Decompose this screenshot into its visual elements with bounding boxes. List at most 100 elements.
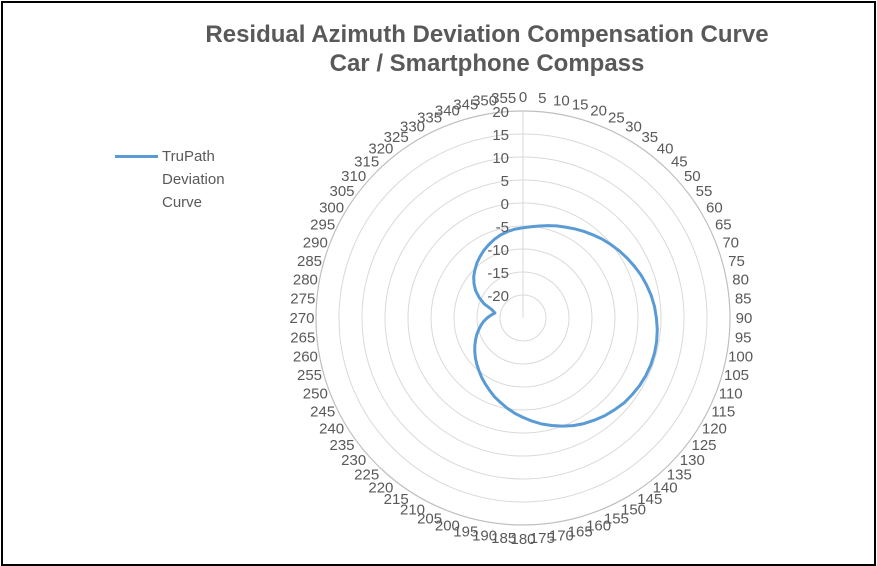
- radial-tick-label: 0: [501, 196, 509, 213]
- data-point: [521, 416, 525, 419]
- data-point: [485, 316, 489, 320]
- category-label: 250: [303, 386, 328, 403]
- data-point: [591, 233, 594, 236]
- category-label: 10: [553, 92, 570, 109]
- data-point: [600, 237, 604, 241]
- data-point: [546, 224, 549, 227]
- category-label: 110: [719, 386, 743, 403]
- category-label: 345: [453, 97, 478, 114]
- radial-tick-label: -10: [487, 242, 509, 259]
- category-label: 15: [572, 97, 589, 114]
- category-label: 215: [384, 491, 409, 508]
- data-point: [493, 311, 497, 315]
- legend-label-line: TruPath: [162, 148, 215, 165]
- category-label: 100: [728, 348, 753, 365]
- category-label: 285: [297, 253, 322, 270]
- category-label: 340: [435, 102, 460, 119]
- legend-label-line: Curve: [162, 194, 203, 211]
- data-point: [639, 273, 643, 277]
- data-point: [582, 230, 585, 233]
- category-label: 165: [568, 524, 593, 541]
- category-label: 280: [293, 272, 318, 289]
- category-label: 135: [667, 466, 692, 483]
- category-label: 205: [417, 510, 442, 527]
- category-label: 145: [637, 491, 662, 508]
- legend-swatch: [115, 155, 158, 158]
- category-label: 45: [671, 154, 688, 171]
- category-label: 0: [519, 89, 527, 106]
- data-point: [473, 344, 476, 347]
- data-point: [609, 243, 612, 246]
- chart-title: Residual Azimuth Deviation Compensation …: [0, 20, 877, 78]
- data-point: [538, 224, 541, 228]
- data-point: [540, 422, 543, 426]
- data-point: [477, 328, 480, 332]
- radial-tick-label: 20: [492, 104, 509, 121]
- data-point: [564, 225, 567, 229]
- data-point: [593, 418, 596, 422]
- radial-tick-label: 10: [492, 150, 509, 167]
- data-point: [482, 249, 486, 252]
- category-label: 30: [625, 119, 642, 136]
- radial-tick-label: -20: [487, 288, 509, 305]
- category-label: 90: [736, 310, 753, 327]
- category-label: 75: [728, 253, 745, 270]
- category-label: 20: [590, 102, 607, 119]
- category-label: 330: [400, 119, 425, 136]
- data-point: [490, 308, 494, 311]
- data-point: [555, 224, 558, 228]
- category-label: 275: [290, 291, 315, 308]
- series-layer: [472, 224, 659, 428]
- data-point: [653, 352, 656, 355]
- data-point: [521, 226, 525, 229]
- category-label: 265: [290, 329, 315, 346]
- data-point: [493, 238, 496, 241]
- category-label: 355: [491, 90, 516, 107]
- data-point: [489, 314, 493, 317]
- category-label: 70: [722, 234, 739, 251]
- data-point: [655, 340, 658, 343]
- category-label: 240: [319, 421, 344, 438]
- data-point: [603, 414, 607, 417]
- category-label: 225: [354, 466, 379, 483]
- chart-title-line-2: Car / Smartphone Compass: [329, 50, 645, 77]
- legend-label: TruPath Deviation Curve: [162, 145, 252, 214]
- category-label: 80: [732, 272, 749, 289]
- data-point: [572, 424, 575, 427]
- data-point: [529, 225, 533, 228]
- data-point: [475, 333, 478, 336]
- data-point: [478, 296, 481, 299]
- data-point: [582, 422, 586, 425]
- data-point: [644, 374, 648, 377]
- category-label: 115: [711, 403, 735, 420]
- radial-tick-label: -5: [496, 219, 509, 236]
- category-label: 25: [608, 110, 625, 127]
- category-label: 65: [715, 217, 732, 234]
- category-label: 150: [621, 501, 646, 518]
- data-point: [482, 302, 486, 305]
- category-label: 140: [653, 479, 678, 496]
- data-point: [645, 283, 648, 287]
- data-point: [649, 363, 653, 366]
- category-label: 230: [341, 452, 366, 469]
- category-label: 105: [724, 367, 749, 384]
- category-label: 85: [735, 291, 752, 308]
- data-point: [499, 401, 502, 404]
- category-label: 185: [491, 530, 516, 547]
- category-label: 155: [604, 510, 629, 527]
- data-point: [550, 424, 553, 427]
- category-label: 95: [735, 329, 752, 346]
- data-point: [478, 255, 482, 258]
- radial-tick-label: 15: [492, 127, 509, 144]
- radial-tick-label: 5: [501, 173, 509, 190]
- data-point: [487, 243, 490, 246]
- data-point: [561, 424, 564, 428]
- radial-tick-labels: -20 -15 -10 -5 0 5 10 15 20: [487, 104, 509, 305]
- radial-tick-label: -15: [487, 265, 509, 282]
- data-point: [474, 356, 477, 360]
- category-label: 245: [310, 403, 335, 420]
- data-point: [622, 401, 626, 405]
- data-point: [617, 249, 621, 252]
- category-label: 210: [400, 501, 425, 518]
- category-label: 350: [472, 92, 497, 109]
